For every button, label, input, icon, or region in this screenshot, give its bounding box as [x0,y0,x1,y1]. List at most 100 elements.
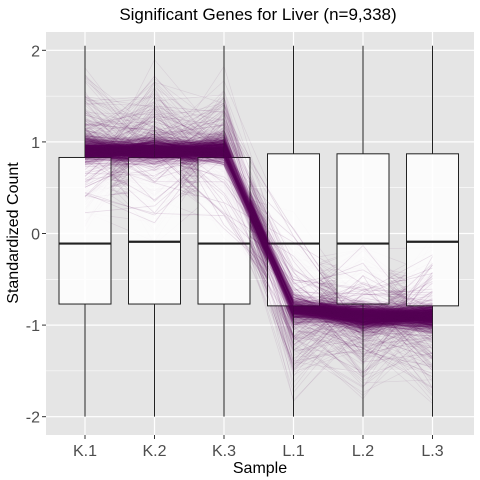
gene-profile-line [84,147,433,324]
gene-profile-line [84,140,433,334]
gene-profile-line [84,140,433,340]
gene-profile-line [84,126,433,355]
gene-profile-line [84,145,433,317]
gene-profile-line [84,125,433,366]
gene-profile-line [84,123,433,335]
gene-profile-line [84,139,433,307]
gene-profile-line [84,153,433,313]
gene-profile-line [84,145,433,329]
gene-profile-line [84,134,433,323]
gene-profile-line [84,136,433,320]
gene-profile-line [84,142,433,347]
gene-profile-line [84,151,433,328]
gene-profile-line [84,146,433,316]
gene-profile-line [84,148,433,319]
gene-profile-line [84,153,433,327]
gene-profile-line [84,142,433,333]
gene-profile-line [84,142,433,320]
gene-profile-line [84,144,433,324]
gene-profile-line [84,137,433,330]
gene-profile-line [84,142,433,319]
gene-profile-line [84,147,433,321]
gene-profile-line [84,146,433,314]
gene-profile-line [84,150,433,326]
gene-profile-line [84,139,433,318]
gene-profile-line [84,132,433,317]
gene-profile-line [84,149,433,317]
gene-profile-line [84,143,433,334]
gene-profile-line [84,137,433,326]
gene-profile-line [84,138,433,317]
gene-profile-line [84,146,433,320]
gene-profile-line [84,148,433,319]
gene-profile-line [84,148,433,321]
gene-profile-line [84,144,433,321]
gene-profile-line [84,157,433,364]
gene-profile-line [84,148,433,320]
gene-profile-line [84,135,433,394]
gene-profile-line [84,146,433,319]
gene-profile-line [84,141,433,319]
gene-profile-line [84,141,433,318]
gene-profile-line [84,146,433,323]
gene-profile-line [84,139,433,327]
gene-profile-line [84,109,433,347]
gene-profile-line [84,136,433,318]
gene-profile-line [84,145,433,321]
gene-profile-line [84,144,433,324]
gene-profile-line [84,148,433,322]
gene-profile-line [84,67,433,349]
gene-profile-line [84,137,433,318]
gene-profile-line [84,142,433,332]
gene-profile-line [84,148,433,320]
gene-profile-line [84,140,433,318]
gene-profile-line [84,141,433,339]
gene-profile-line [84,141,433,317]
gene-profile-line [84,97,433,393]
gene-profile-line [84,145,433,327]
gene-profile-line [84,147,433,324]
gene-profile-line [84,144,433,324]
gene-profile-line [84,140,433,321]
gene-profile-line [84,148,433,308]
gene-profile-line [84,148,433,337]
gene-profile-line [84,143,433,328]
gene-profile-line [84,142,433,332]
gene-profile-line [84,114,433,358]
gene-profile-line [84,148,433,342]
gene-profile-line [84,144,433,318]
gene-profile-line [84,107,433,389]
gene-profile-line [84,144,433,312]
gene-profile-line [84,140,433,332]
gene-profile-line [84,112,433,355]
gene-profile-line [84,140,433,322]
gene-profile-line [84,148,433,322]
gene-profile-line [84,139,433,319]
gene-profile-line [84,147,433,325]
gene-profile-line [84,141,433,316]
gene-profile-line [84,141,433,329]
gene-profile-line [84,146,433,319]
y-tick-label: 2 [31,43,40,60]
gene-profile-line [84,154,433,330]
gene-profile-line [84,147,433,324]
gene-profile-line [84,146,433,317]
gene-profile-line [84,99,433,325]
gene-profile-line [84,149,433,328]
gene-profile-line [84,140,433,324]
gene-profile-line [84,134,433,317]
gene-profile-line [84,147,433,321]
gene-profile-line [84,148,433,314]
gene-profile-line [84,145,433,317]
gene-profile-line [84,149,433,319]
gene-profile-line [84,140,433,328]
gene-profile-line [84,150,433,325]
gene-profile-line [84,144,433,314]
gene-profile-line [84,136,433,373]
gene-profile-line [84,130,433,316]
gene-profile-line [84,142,433,318]
gene-profile-line [84,145,433,316]
gene-profile-line [84,145,433,327]
gene-profile-line [84,150,433,317]
gene-profile-line [84,147,433,324]
